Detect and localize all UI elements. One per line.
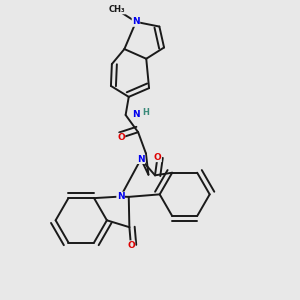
Text: N: N [117, 192, 124, 201]
Text: N: N [133, 110, 140, 119]
Text: H: H [142, 108, 149, 117]
Text: O: O [154, 153, 161, 162]
Text: O: O [127, 241, 135, 250]
Text: N: N [137, 154, 145, 164]
Text: N: N [132, 17, 140, 26]
Text: O: O [117, 133, 125, 142]
Text: CH₃: CH₃ [109, 5, 125, 14]
